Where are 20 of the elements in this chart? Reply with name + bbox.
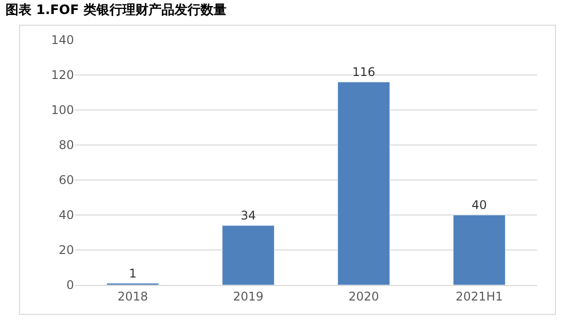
x-tick-label: 2020: [348, 289, 380, 304]
y-tick-label: 140: [51, 33, 74, 48]
y-tick-label: 40: [58, 208, 74, 222]
x-tick-label: 2021H1: [456, 289, 503, 304]
y-tick-label: 20: [58, 243, 74, 258]
x-tick-label: 2018: [117, 289, 148, 304]
data-label: 1: [128, 266, 137, 280]
bar: [453, 214, 506, 285]
data-label: 34: [240, 208, 256, 222]
y-tick-label: 0: [66, 278, 74, 292]
data-label: 40: [472, 198, 487, 212]
y-tick-label: 80: [58, 138, 74, 152]
chart-title: 图表 1.FOF 类银行理财产品发行数量: [6, 2, 227, 18]
y-tick-label: 100: [51, 103, 74, 118]
bar: [338, 82, 390, 285]
bar: [222, 225, 274, 285]
y-tick-label: 120: [51, 68, 74, 82]
y-tick-label: 60: [58, 173, 74, 188]
x-tick-label: 2019: [232, 289, 264, 304]
data-label: 116: [352, 65, 376, 79]
